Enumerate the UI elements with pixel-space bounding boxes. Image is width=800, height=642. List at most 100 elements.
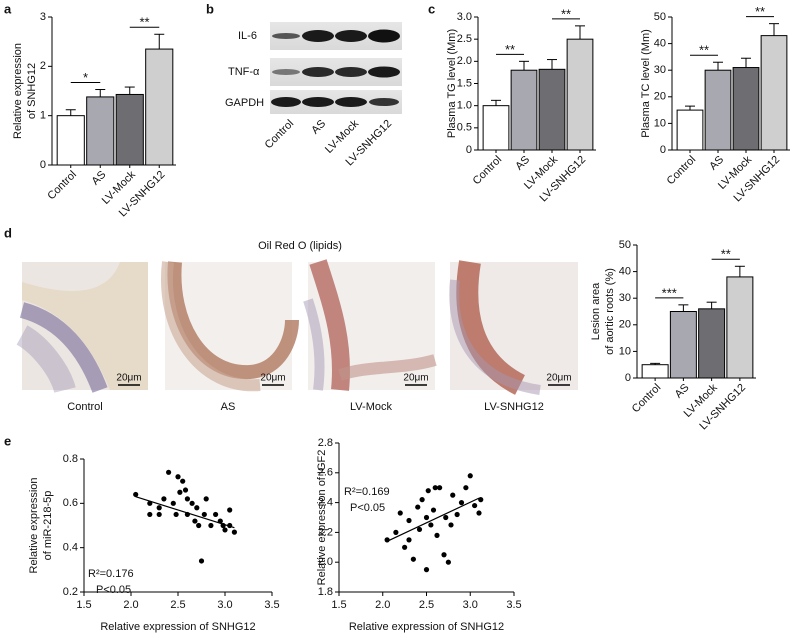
bar <box>510 69 538 151</box>
significance-label: * <box>83 70 88 85</box>
scale-label: 20μm <box>116 373 141 384</box>
point <box>415 504 421 510</box>
bar <box>566 38 594 151</box>
y-tick-label: 2.0 <box>457 55 472 67</box>
blot-row-label: GAPDH <box>225 97 264 109</box>
histology-caption: Control <box>67 401 102 413</box>
point <box>458 500 465 506</box>
point <box>201 511 207 518</box>
point <box>192 518 198 524</box>
y-tick-label: 1.8 <box>318 586 333 598</box>
band <box>302 30 334 42</box>
annotation: R²=0.169 <box>344 486 390 498</box>
y-tick-label: 2.8 <box>318 437 333 449</box>
y-tick-label: 2.5 <box>457 33 472 45</box>
point <box>443 514 449 521</box>
point <box>203 496 209 502</box>
point <box>423 567 430 573</box>
band <box>302 67 334 77</box>
y-tick-label: 0 <box>660 144 666 156</box>
y-tick-label: 20 <box>654 91 666 103</box>
point <box>454 511 460 518</box>
point <box>445 559 451 565</box>
bar <box>704 69 732 151</box>
micrograph <box>449 260 578 395</box>
point <box>406 517 412 524</box>
point <box>227 507 233 513</box>
significance-label: *** <box>662 285 677 300</box>
histology-caption: AS <box>221 401 236 413</box>
band <box>368 66 400 78</box>
blot-row-label: IL-6 <box>238 30 257 42</box>
blot-row-label: TNF-α <box>228 66 260 78</box>
x-tick-label: 2.0 <box>123 599 138 611</box>
x-tick-label: 2.0 <box>375 599 390 611</box>
x-tick-label: Control <box>471 154 505 188</box>
y-tick-label: 0.5 <box>457 122 472 134</box>
band <box>368 29 400 43</box>
y-axis-label: Plasma TG level (Mm) <box>446 29 458 138</box>
point <box>419 497 425 503</box>
point <box>428 522 434 528</box>
y-tick-label: 40 <box>654 38 666 50</box>
bar <box>676 109 704 151</box>
band <box>302 97 334 107</box>
blot <box>270 22 402 114</box>
y-tick-label: 0 <box>40 159 46 171</box>
blot-lane-label: AS <box>309 118 328 137</box>
point <box>437 485 443 491</box>
y-tick-label: 0.4 <box>63 542 78 554</box>
x-tick-label: 1.5 <box>331 599 346 611</box>
scale-label: 20μm <box>403 373 428 384</box>
annotation: R²=0.176 <box>88 568 134 580</box>
bar <box>698 308 726 379</box>
x-tick-label: 3.0 <box>463 599 478 611</box>
micrograph <box>16 262 148 394</box>
y-tick-label: 0.8 <box>63 453 78 465</box>
band <box>272 69 300 75</box>
significance-label: ** <box>505 42 515 57</box>
point <box>406 537 412 543</box>
panel-label: a <box>4 1 12 16</box>
scale-label: 20μm <box>546 373 571 384</box>
micrograph <box>161 261 299 392</box>
y-tick-label: 3.0 <box>457 11 472 23</box>
y-tick-label: 2.4 <box>318 497 333 509</box>
fit-line <box>135 496 235 529</box>
point <box>198 558 205 564</box>
significance-label: ** <box>721 247 731 262</box>
point <box>177 489 183 495</box>
y-tick-label: 3 <box>40 11 46 23</box>
point <box>133 491 139 498</box>
point <box>213 511 219 518</box>
y-tick-label: 2 <box>40 60 46 72</box>
x-tick-label: AS <box>707 154 726 173</box>
y-axis-label: of miR-218-5p <box>42 491 54 561</box>
fit-line <box>386 497 480 542</box>
y-axis-label: Plasma TC level (Mm) <box>640 29 652 138</box>
point <box>423 514 430 521</box>
annotation: P<0.05 <box>350 502 385 514</box>
band <box>271 97 301 107</box>
point <box>170 500 176 506</box>
significance-label: ** <box>699 43 709 58</box>
point <box>173 511 179 518</box>
bar <box>482 105 510 151</box>
scale-label: 20μm <box>260 373 285 384</box>
panel-label: e <box>4 433 11 448</box>
y-tick-label: 2.0 <box>318 556 333 568</box>
histology-caption: LV-SNHG12 <box>484 401 544 413</box>
annotation: P<0.05 <box>96 584 131 596</box>
band <box>272 33 300 39</box>
panel-label: b <box>206 1 214 16</box>
y-tick-label: 1 <box>40 110 46 122</box>
point <box>156 505 162 511</box>
band <box>369 98 399 106</box>
panel-label: d <box>4 225 12 240</box>
point <box>393 529 399 536</box>
point <box>231 529 237 535</box>
x-tick-label: AS <box>90 169 109 188</box>
x-tick-label: Control <box>665 154 699 188</box>
bar <box>726 276 754 379</box>
